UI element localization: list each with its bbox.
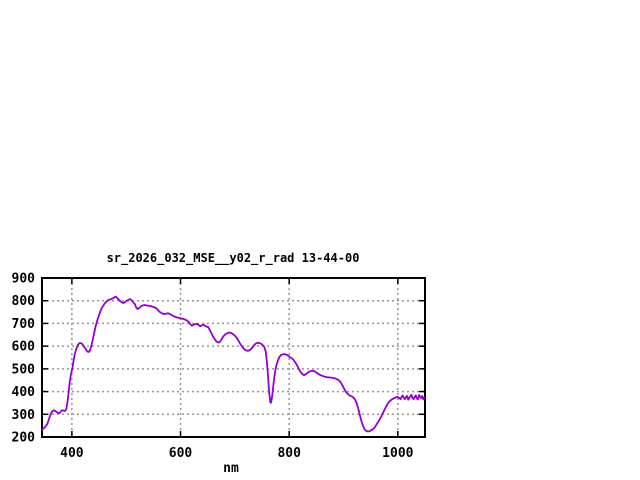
x-axis-label: nm (223, 461, 239, 476)
x-tick-label: 800 (277, 446, 301, 461)
plot-border (41, 277, 426, 438)
y-tick-label: 900 (12, 272, 36, 287)
y-tick-label: 300 (12, 408, 36, 423)
x-tick-label: 400 (60, 446, 84, 461)
chart-title: sr_2026_032_MSE__y02_r_rad 13-44-00 (107, 251, 360, 266)
y-tick-label: 700 (12, 317, 36, 332)
data-curve (41, 295, 426, 433)
y-tick-label: 600 (12, 340, 36, 355)
y-tick-label: 500 (12, 362, 36, 377)
y-tick-label: 800 (12, 294, 36, 309)
y-tick-label: 400 (12, 385, 36, 400)
y-tick-label: 200 (12, 431, 36, 446)
x-tick-label: 600 (169, 446, 193, 461)
x-tick-label: 1000 (382, 446, 413, 461)
